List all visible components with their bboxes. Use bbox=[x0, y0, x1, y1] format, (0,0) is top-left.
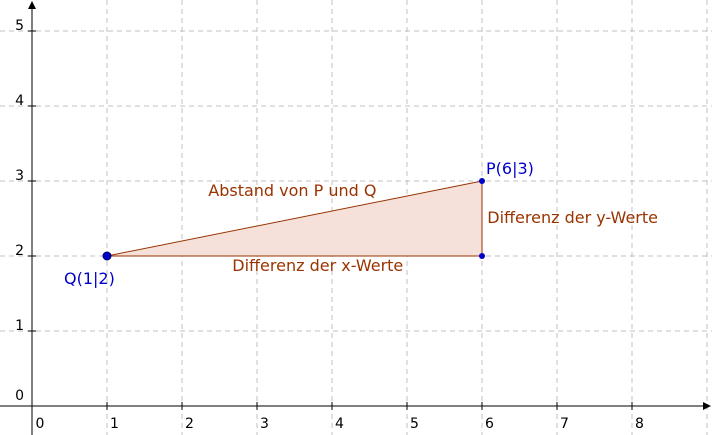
point-p[interactable] bbox=[479, 178, 485, 184]
y-tick-label: 1 bbox=[15, 318, 24, 334]
x-tick-label: 5 bbox=[410, 416, 419, 432]
x-tick-label: 8 bbox=[635, 416, 644, 432]
y-tick-label: 2 bbox=[15, 243, 24, 259]
x-tick-label: 0 bbox=[36, 416, 45, 432]
horizontal-label: Differenz der x-Werte bbox=[232, 256, 403, 275]
right-angle-vertex bbox=[479, 253, 485, 259]
y-tick-label: 3 bbox=[15, 168, 24, 184]
point-q-label: Q(1|2) bbox=[64, 269, 115, 288]
hypotenuse-edge bbox=[106, 180, 483, 257]
segment-labels: Abstand von P und Q Differenz der x-Wert… bbox=[208, 181, 658, 275]
y-tick-label: 0 bbox=[15, 388, 24, 404]
x-tick-label: 6 bbox=[485, 416, 494, 432]
point-p-label: P(6|3) bbox=[486, 159, 534, 178]
y-tick-label: 5 bbox=[15, 18, 24, 34]
x-tick-label: 7 bbox=[560, 416, 569, 432]
y-axis-arrow-icon bbox=[28, 1, 36, 9]
y-tick-label: 4 bbox=[15, 93, 24, 109]
x-tick-label: 1 bbox=[110, 416, 119, 432]
hypotenuse-label: Abstand von P und Q bbox=[208, 181, 376, 200]
point-q[interactable] bbox=[102, 251, 112, 261]
vertical-label: Differenz der y-Werte bbox=[487, 208, 658, 227]
x-axis-arrow-icon bbox=[703, 402, 711, 410]
points: Q(1|2) P(6|3) bbox=[64, 159, 534, 288]
x-axis-ticks: 0 1 2 3 4 5 6 7 8 bbox=[36, 402, 644, 432]
x-tick-label: 3 bbox=[260, 416, 269, 432]
y-axis-ticks: 0 1 2 3 4 5 bbox=[15, 18, 36, 404]
x-tick-label: 2 bbox=[185, 416, 194, 432]
x-tick-label: 4 bbox=[335, 416, 344, 432]
difference-triangle bbox=[106, 180, 483, 257]
